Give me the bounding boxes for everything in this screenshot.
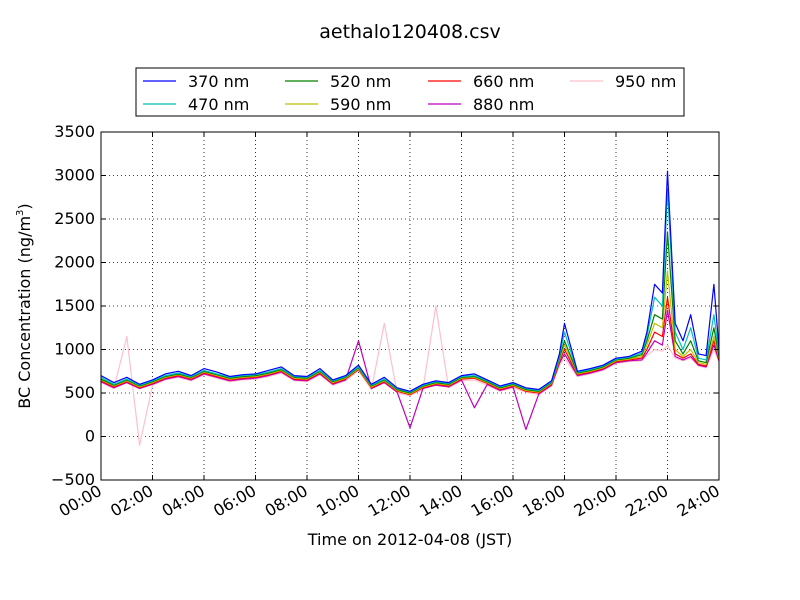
x-tick-label-3: 06:00 [210,481,259,521]
legend-label-2: 520 nm [330,72,391,91]
y-axis-label-superscript: 3 [15,210,26,216]
y-axis-label-main: BC Concentration (ng/m [15,216,34,409]
legend-label-3: 590 nm [330,95,391,114]
legend-label-1: 470 nm [188,95,249,114]
series-layer [101,170,719,446]
legend: 370 nm 470 nm 520 nm 590 nm 660 nm 880 nm 950 … [135,67,685,117]
series-line-0 [101,170,719,392]
y-tick-label-1: 0 [85,427,95,446]
x-tick-label-4: 08:00 [262,481,311,521]
y-tick-label-3: 1000 [54,340,95,359]
axis-ticks [100,131,720,481]
x-tick-label-7: 14:00 [416,481,465,521]
y-axis-label: BC Concentration (ng/m3) [15,203,34,408]
series-line-3 [101,270,719,395]
x-axis-label: Time on 2012-04-08 (JST) [307,530,512,549]
y-tick-label-6: 2500 [54,209,95,228]
y-axis-tick-labels: −500 0 500 1000 1500 2000 2500 3000 3500 [51,122,95,489]
x-tick-label-2: 04:00 [159,481,208,521]
x-tick-label-11: 22:00 [622,481,671,521]
series-line-4 [101,296,719,396]
y-tick-label-4: 1500 [54,296,95,315]
x-tick-label-9: 18:00 [519,481,568,521]
y-tick-label-2: 500 [64,383,95,402]
y-tick-label-5: 2000 [54,253,95,272]
legend-label-6: 950 nm [615,72,676,91]
series-line-1 [101,188,719,393]
legend-label-0: 370 nm [188,72,249,91]
legend-label-4: 660 nm [473,72,534,91]
x-tick-label-6: 12:00 [365,481,414,521]
x-tick-label-1: 02:00 [107,481,156,521]
legend-label-5: 880 nm [473,95,534,114]
x-tick-label-12: 24:00 [674,481,723,521]
x-axis-tick-labels: 00:00 02:00 04:00 06:00 08:00 10:00 12:00 14:00… [56,481,723,521]
y-axis-label-close: ) [15,203,34,209]
legend-frame [135,67,685,117]
series-line-6 [101,305,719,446]
series-line-2 [101,231,719,394]
series-line-5 [101,309,719,431]
x-tick-label-10: 20:00 [571,481,620,521]
x-tick-label-5: 10:00 [313,481,362,521]
chart-title: aethalo120408.csv [319,21,501,43]
y-tick-label-0: −500 [51,470,95,489]
x-tick-label-8: 16:00 [468,481,517,521]
y-tick-label-8: 3500 [54,122,95,141]
y-tick-label-7: 3000 [54,166,95,185]
